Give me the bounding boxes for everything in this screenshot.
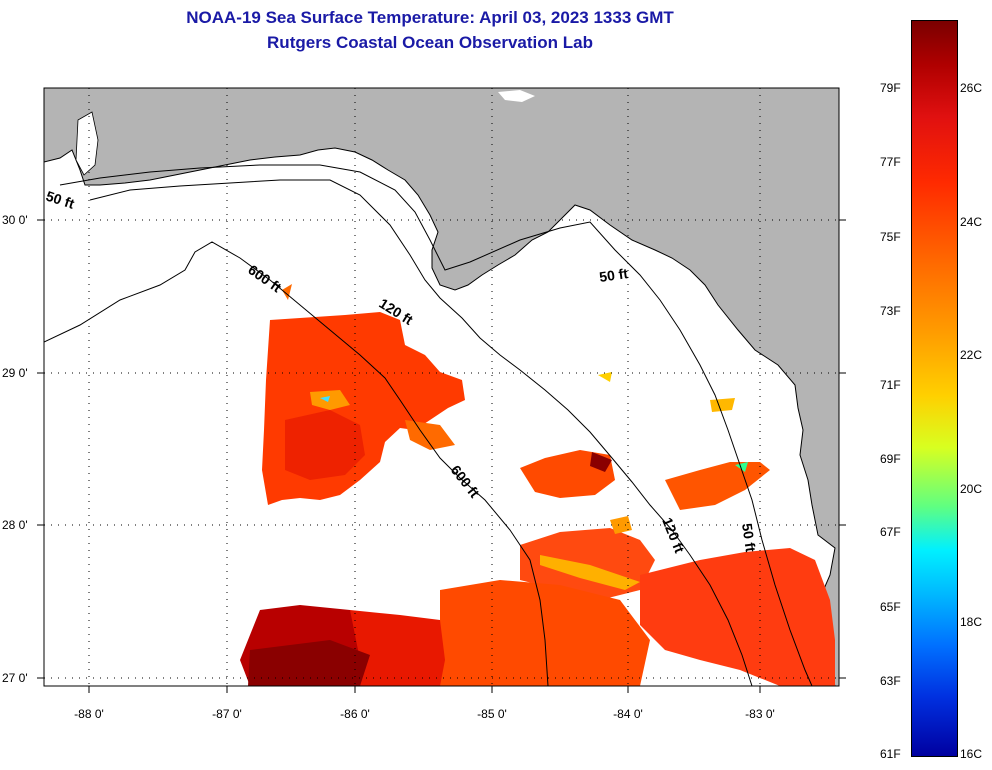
lake-water bbox=[498, 90, 535, 102]
colorbar-f-label: 63F bbox=[880, 674, 901, 688]
colorbar-c-label: 20C bbox=[960, 482, 983, 496]
colorbar-c-label: 18C bbox=[960, 615, 983, 629]
colorbar-f-label: 71F bbox=[880, 378, 901, 392]
temperature-colorbar bbox=[911, 20, 958, 757]
axis-ticks bbox=[37, 219, 846, 693]
colorbar-f-label: 75F bbox=[880, 230, 901, 244]
colorbar-f-label: 69F bbox=[880, 452, 901, 466]
lat-label: 28 0' bbox=[2, 518, 28, 532]
colorbar-f-label: 77F bbox=[880, 155, 901, 169]
colorbar-f-label: 79F bbox=[880, 81, 901, 95]
contour-label-50ft-east: 50 ft bbox=[598, 265, 629, 285]
sst-map: 50 ft 600 ft 120 ft 50 ft 600 ft 120 ft … bbox=[2, 87, 846, 721]
colorbar-c-label: 24C bbox=[960, 215, 983, 229]
lat-label: 29 0' bbox=[2, 366, 28, 380]
lon-label: -84 0' bbox=[613, 707, 643, 721]
lon-label: -85 0' bbox=[477, 707, 507, 721]
lat-label: 30 0' bbox=[2, 213, 28, 227]
map-title: NOAA-19 Sea Surface Temperature: April 0… bbox=[186, 8, 674, 27]
map-frame bbox=[43, 87, 840, 687]
colorbar-f-label: 65F bbox=[880, 600, 901, 614]
lon-label: -86 0' bbox=[340, 707, 370, 721]
colorbar-c-label: 16C bbox=[960, 747, 983, 761]
colorbar-f-label: 73F bbox=[880, 304, 901, 318]
lon-label: -88 0' bbox=[74, 707, 104, 721]
map-subtitle: Rutgers Coastal Ocean Observation Lab bbox=[267, 33, 593, 52]
lon-label: -87 0' bbox=[212, 707, 242, 721]
depth-contours bbox=[44, 164, 813, 686]
lat-label: 27 0' bbox=[2, 671, 28, 685]
colorbar-f-label: 61F bbox=[880, 747, 901, 761]
bay-water bbox=[75, 111, 99, 176]
colorbar-c-label: 26C bbox=[960, 81, 983, 95]
colorbar-c-label: 22C bbox=[960, 348, 983, 362]
lon-label: -83 0' bbox=[745, 707, 775, 721]
colorbar-f-label: 67F bbox=[880, 525, 901, 539]
contour-label-50ft-south: 50 ft bbox=[739, 522, 759, 553]
